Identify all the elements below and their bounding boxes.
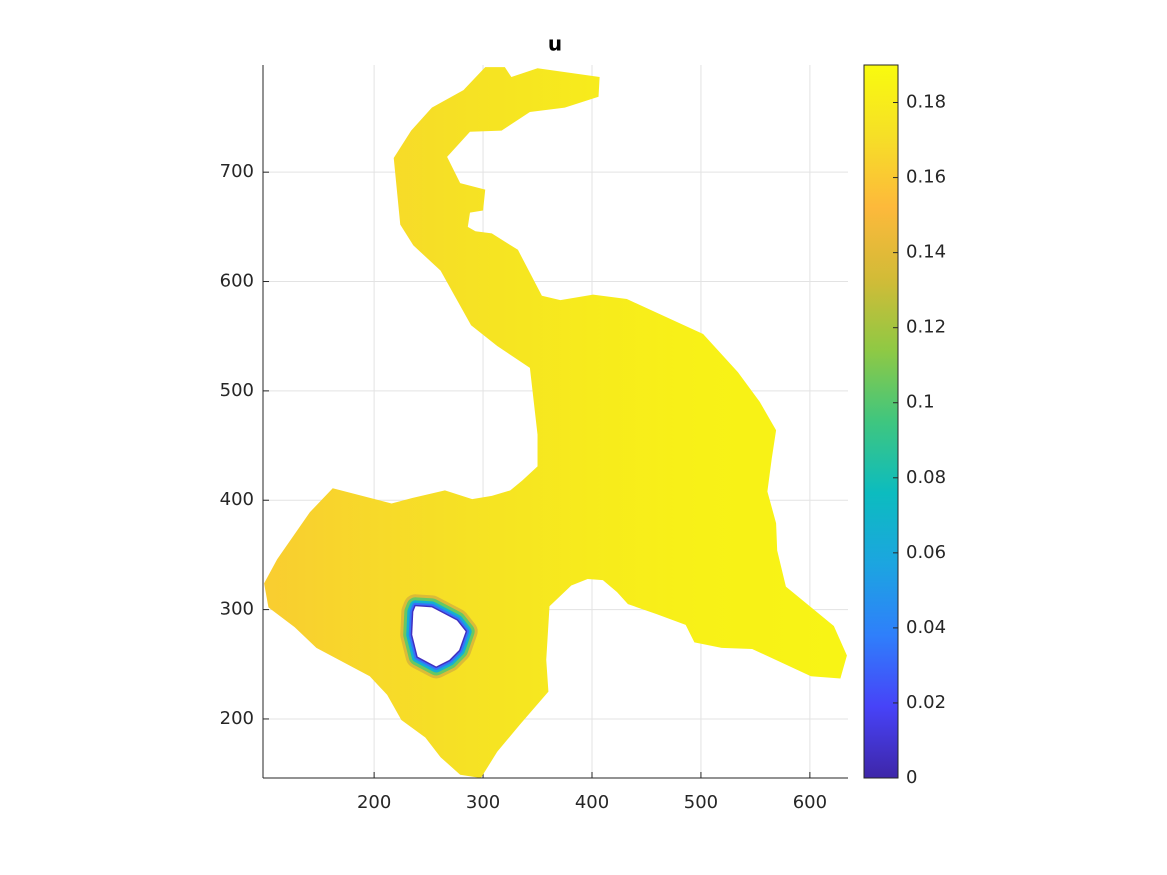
colorbar-tick-label: 0.12 [906, 317, 946, 338]
colorbar-tick-label: 0 [906, 767, 917, 788]
y-tick-label: 600 [220, 271, 254, 292]
colorbar-tick-label: 0.04 [906, 617, 946, 638]
chart-title: u [548, 32, 562, 56]
domain [264, 67, 847, 778]
colorbar [863, 64, 899, 779]
colorbar-tick-label: 0.02 [906, 692, 946, 713]
y-tick-label: 400 [220, 489, 254, 510]
x-tick-label: 500 [684, 792, 718, 813]
colorbar-tick-label: 0.14 [906, 242, 946, 263]
colorbar-tick-label: 0.06 [906, 542, 946, 563]
x-tick-label: 200 [357, 792, 391, 813]
y-tick-label: 700 [220, 161, 254, 182]
y-tick-label: 500 [220, 380, 254, 401]
colorbar-tick-label: 0.16 [906, 167, 946, 188]
colorbar-tick-label: 0.1 [906, 392, 935, 413]
x-tick-label: 400 [575, 792, 609, 813]
y-tick-label: 300 [220, 599, 254, 620]
colorbar-tick-label: 0.18 [906, 92, 946, 113]
x-tick-label: 600 [793, 792, 827, 813]
y-tick-label: 200 [220, 708, 254, 729]
hole [412, 606, 466, 667]
colorbar-tick-label: 0.08 [906, 467, 946, 488]
x-tick-label: 300 [466, 792, 500, 813]
